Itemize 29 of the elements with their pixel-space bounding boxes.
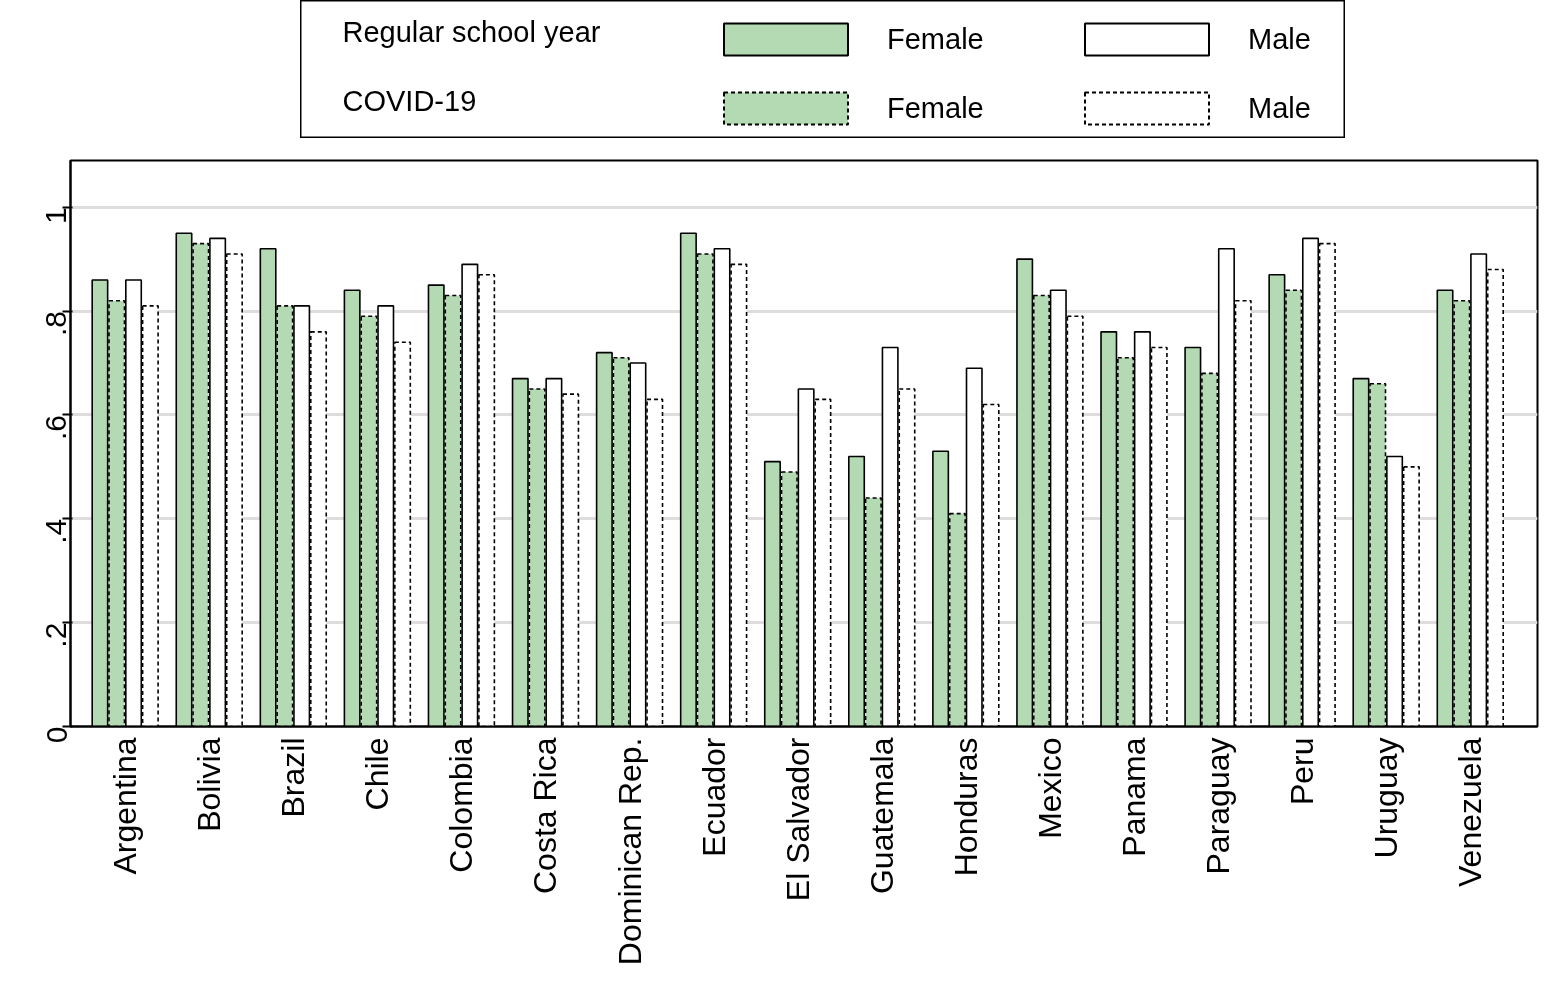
x-tick-label: Costa Rica [527, 737, 564, 894]
x-tick-label: Brazil [275, 737, 312, 818]
legend-label: Female [887, 22, 985, 56]
x-tick-label: Uruguay [1368, 737, 1405, 859]
y-tick-label: .8 [39, 311, 73, 337]
x-tick-label: Peru [1284, 737, 1321, 806]
x-tick-label: Argentina [107, 737, 144, 875]
x-tick-label: Chile [359, 737, 396, 811]
y-tick-label: .4 [39, 518, 73, 544]
x-tick-label: Venezuela [1452, 737, 1489, 887]
x-tick-label: Bolivia [191, 737, 228, 832]
y-tick-label: .6 [39, 414, 73, 440]
legend-label: Male [1248, 91, 1312, 125]
x-tick-label: Mexico [1031, 737, 1068, 839]
text: Regular school year [342, 15, 601, 48]
y-tick-label: .2 [39, 622, 73, 648]
legend-label: Female [887, 91, 985, 125]
x-tick-label: Colombia [443, 737, 480, 873]
legend-label: Male [1248, 22, 1312, 56]
x-tick-label: Guatemala [863, 737, 900, 895]
x-tick-label: Paraguay [1200, 737, 1237, 875]
x-tick-label: El Salvador [779, 737, 816, 902]
y-tick-label: 0 [39, 726, 73, 744]
text: COVID-19 [342, 84, 477, 117]
x-tick-label: Honduras [947, 737, 984, 877]
x-tick-label: Panama [1115, 737, 1152, 857]
x-tick-label: Dominican Rep. [611, 737, 648, 966]
y-tick-label: 1 [39, 207, 73, 224]
x-tick-label: Ecuador [695, 737, 732, 857]
